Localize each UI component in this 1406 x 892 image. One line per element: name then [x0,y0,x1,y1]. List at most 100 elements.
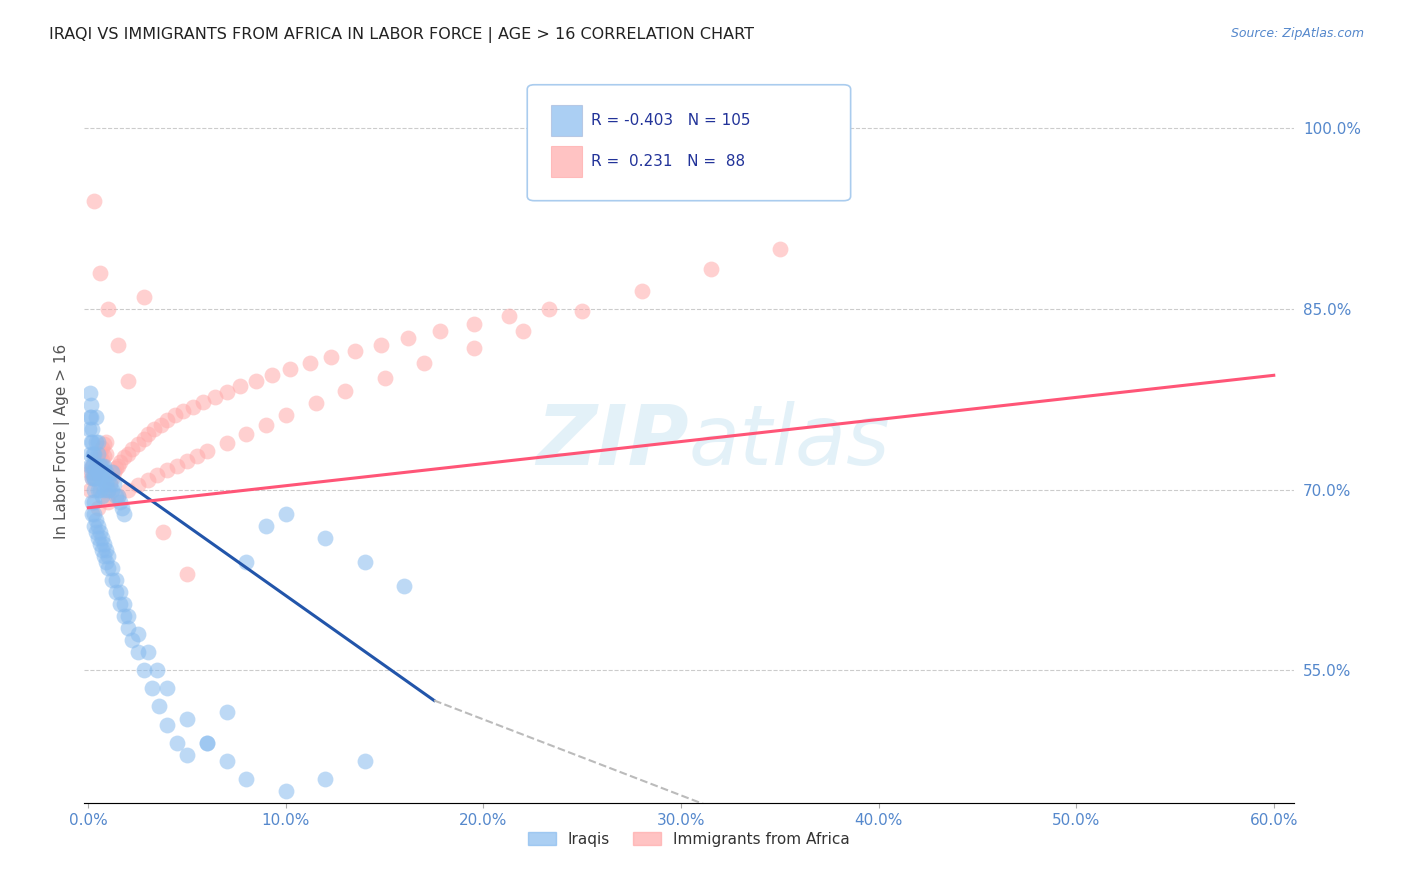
Point [108,585,131,599]
Y-axis label: In Labor Force | Age > 16: In Labor Force | Age > 16 [55,344,70,539]
Legend: Iraqis, Immigrants from Africa: Iraqis, Immigrants from Africa [522,826,856,853]
Point [80,434,103,449]
Text: Source: ZipAtlas.com: Source: ZipAtlas.com [1230,27,1364,40]
Point [108,495,131,509]
Point [87,500,110,515]
Point [344,344,367,359]
Point [215,435,238,450]
Point [97,549,120,563]
Point [84,513,107,527]
Point [769,242,792,256]
Point [94,555,117,569]
Point [82,465,104,479]
Point [93,471,115,485]
Point [97,471,120,485]
Point [166,736,188,750]
Point [98,476,121,491]
Point [83,495,105,509]
Point [127,645,149,659]
Point [156,717,179,731]
Point [245,375,267,389]
Point [152,524,174,539]
Point [394,579,416,593]
Point [107,489,129,503]
Point [298,356,321,370]
Text: R = -0.403   N = 105: R = -0.403 N = 105 [591,113,749,128]
Point [195,736,218,750]
Point [87,483,110,497]
Point [84,465,107,479]
Point [101,561,124,575]
Point [333,384,356,398]
Point [89,483,111,497]
Point [172,404,194,418]
Point [82,471,104,485]
Point [84,410,107,425]
Point [235,555,257,569]
Text: R =  0.231   N =  88: R = 0.231 N = 88 [591,154,745,169]
Point [191,394,214,409]
Point [304,396,326,410]
Text: ZIP: ZIP [536,401,689,482]
Point [537,301,560,317]
Point [93,537,115,551]
Point [176,567,198,582]
Point [630,284,652,298]
Point [82,447,104,461]
Text: atlas: atlas [689,401,890,482]
Point [141,681,163,696]
Point [146,664,169,678]
Point [79,410,101,425]
Point [87,465,110,479]
Point [89,524,111,539]
Point [84,434,107,449]
Point [83,507,105,521]
Point [571,304,593,318]
Point [82,471,104,485]
Point [83,465,105,479]
Point [108,597,131,611]
Point [89,458,111,473]
Point [101,483,124,497]
Point [84,471,107,485]
Point [150,417,173,432]
Point [314,772,336,786]
Point [104,573,127,587]
Point [117,483,139,497]
Point [93,458,115,473]
Point [127,627,149,641]
Point [91,452,114,467]
Point [156,463,179,477]
Point [93,437,115,451]
Point [104,585,127,599]
Point [103,476,125,491]
Point [94,476,117,491]
Point [235,772,257,786]
Point [79,465,101,479]
Point [156,681,179,696]
Point [254,417,277,432]
Point [107,489,129,503]
Point [97,301,120,317]
Point [93,483,115,497]
Point [354,555,377,569]
Point [83,483,105,497]
Point [111,500,134,515]
Point [314,531,336,545]
Point [83,471,105,485]
Point [136,645,159,659]
Point [93,549,115,563]
Point [156,413,179,427]
Point [374,370,396,384]
Point [91,531,114,545]
Point [89,458,111,473]
Point [136,427,159,442]
Point [89,537,111,551]
Point [235,427,257,442]
Point [80,398,103,412]
Point [195,444,218,458]
Point [101,471,124,485]
Point [89,447,111,461]
Point [82,423,104,437]
Point [127,437,149,451]
